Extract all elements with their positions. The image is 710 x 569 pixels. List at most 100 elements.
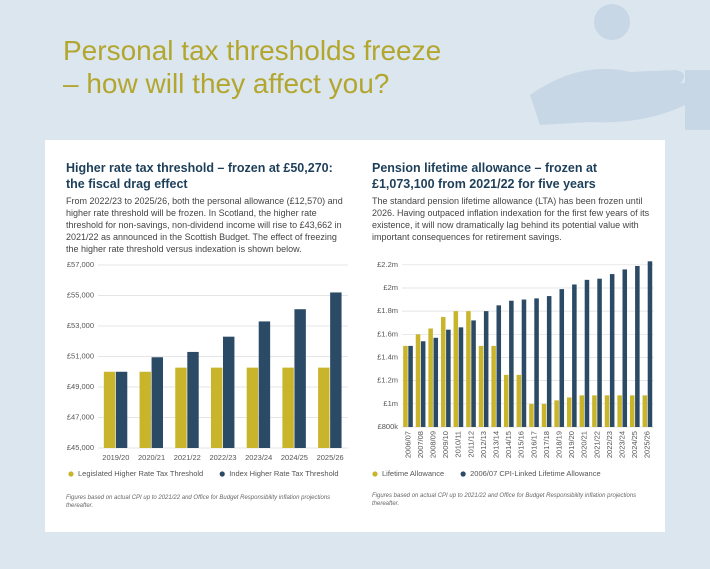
x-tick-label: 2025/26 xyxy=(317,453,344,462)
legend-swatch xyxy=(460,471,466,477)
x-tick-label: 2024/25 xyxy=(630,431,639,458)
x-tick-label: 2022/23 xyxy=(605,431,614,458)
y-tick-label: £49,000 xyxy=(67,382,94,391)
bar xyxy=(534,298,539,427)
bar xyxy=(258,321,271,448)
bar xyxy=(609,274,615,427)
bar xyxy=(647,261,653,427)
legend-swatch xyxy=(219,471,225,477)
bar xyxy=(604,395,610,427)
y-tick-label: £47,000 xyxy=(67,412,94,421)
bar xyxy=(246,367,259,448)
x-tick-label: 2021/22 xyxy=(592,431,601,458)
legend-swatch xyxy=(372,471,378,477)
bar xyxy=(471,320,476,427)
x-tick-label: 2019/20 xyxy=(567,431,576,458)
bar xyxy=(478,345,484,427)
bar xyxy=(642,395,648,427)
y-tick-label: £45,000 xyxy=(67,443,94,452)
bar xyxy=(559,289,565,427)
bar xyxy=(572,284,577,427)
y-tick-label: £57,000 xyxy=(67,260,94,269)
y-tick-label: £2.2m xyxy=(377,260,398,269)
bar xyxy=(503,374,509,427)
chart-description: The standard pension lifetime allowance … xyxy=(372,196,650,242)
chart-title: Higher rate tax threshold – frozen at £5… xyxy=(66,161,333,191)
bar xyxy=(187,351,199,448)
chart: £800k £1m £1.2m £1.4m £1.6m £1.8m £2m £2.2m 2006… xyxy=(372,260,654,478)
bar xyxy=(210,367,223,448)
bar xyxy=(554,400,559,427)
bar xyxy=(635,265,640,427)
y-tick-label: £53,000 xyxy=(67,321,94,330)
y-tick-label: £1m xyxy=(383,399,398,408)
y-tick-label: £1.6m xyxy=(377,329,398,338)
x-tick-label: 2013/14 xyxy=(491,431,500,458)
x-tick-label: 2020/21 xyxy=(580,431,589,458)
bar xyxy=(103,371,116,448)
bar xyxy=(483,311,489,427)
y-tick-label: £1.8m xyxy=(377,306,398,315)
bar xyxy=(446,329,451,427)
bar xyxy=(151,357,163,448)
bar xyxy=(629,395,635,427)
bar xyxy=(428,328,433,427)
bar xyxy=(521,299,527,427)
x-tick-label: 2023/24 xyxy=(245,453,272,462)
y-tick-label: £55,000 xyxy=(67,290,94,299)
chart: £45,000 £47,000 £49,000 £51,000 £53,000 £55,0… xyxy=(67,260,348,478)
bar xyxy=(294,309,306,448)
y-tick-label: £2m xyxy=(383,283,398,292)
x-tick-label: 2021/22 xyxy=(174,453,201,462)
x-tick-label: 2006/07 xyxy=(403,431,412,458)
bar xyxy=(579,395,585,427)
bar xyxy=(223,336,235,448)
legend-label: Legislated Higher Rate Tax Threshold xyxy=(78,469,203,478)
footnote: Figures based on actual CPI up to 2021/2… xyxy=(372,493,637,507)
y-tick-label: £51,000 xyxy=(67,351,94,360)
legend-label: Lifetime Allowance xyxy=(382,469,444,478)
bar xyxy=(541,403,547,427)
bar xyxy=(433,337,439,427)
y-tick-label: £1.2m xyxy=(377,376,398,385)
x-tick-label: 2019/20 xyxy=(102,453,129,462)
legend-label: Index Higher Rate Tax Threshold xyxy=(229,469,338,478)
bar xyxy=(318,367,330,448)
bar xyxy=(584,279,590,427)
x-tick-label: 2008/09 xyxy=(428,431,437,458)
bar xyxy=(175,367,187,448)
y-tick-label: £1.4m xyxy=(377,352,398,361)
chart-title: Pension lifetime allowance – frozen at £… xyxy=(372,161,598,191)
bar xyxy=(529,403,534,427)
x-tick-label: 2011/12 xyxy=(466,431,475,458)
x-tick-label: 2018/19 xyxy=(554,431,563,458)
x-tick-label: 2015/16 xyxy=(517,431,526,458)
bar xyxy=(516,374,522,427)
hand-icon xyxy=(530,4,710,130)
page-title: Personal tax thresholds freeze – how wil… xyxy=(63,35,442,99)
chart-description: From 2022/23 to 2025/26, both the person… xyxy=(66,196,343,254)
bar xyxy=(415,334,421,427)
bar xyxy=(566,397,572,427)
bar xyxy=(440,316,446,427)
bar xyxy=(420,341,426,427)
bar xyxy=(592,395,597,427)
bar xyxy=(622,269,628,427)
x-tick-label: 2009/10 xyxy=(441,431,450,458)
bar xyxy=(491,345,496,427)
x-tick-label: 2017/18 xyxy=(542,431,551,458)
x-tick-label: 2022/23 xyxy=(209,453,236,462)
bar xyxy=(408,345,413,427)
footnote: Figures based on actual CPI up to 2021/2… xyxy=(66,495,331,509)
bar xyxy=(330,292,342,448)
bar xyxy=(139,371,151,448)
x-tick-label: 2010/11 xyxy=(454,431,463,458)
legend-label: 2006/07 CPI-Linked Lifetime Allowance xyxy=(470,469,601,478)
x-tick-label: 2016/17 xyxy=(529,431,538,458)
bar xyxy=(458,327,464,427)
bar xyxy=(617,395,622,427)
bar xyxy=(453,311,459,427)
x-tick-label: 2023/24 xyxy=(617,431,626,458)
x-tick-label: 2012/13 xyxy=(479,431,488,458)
